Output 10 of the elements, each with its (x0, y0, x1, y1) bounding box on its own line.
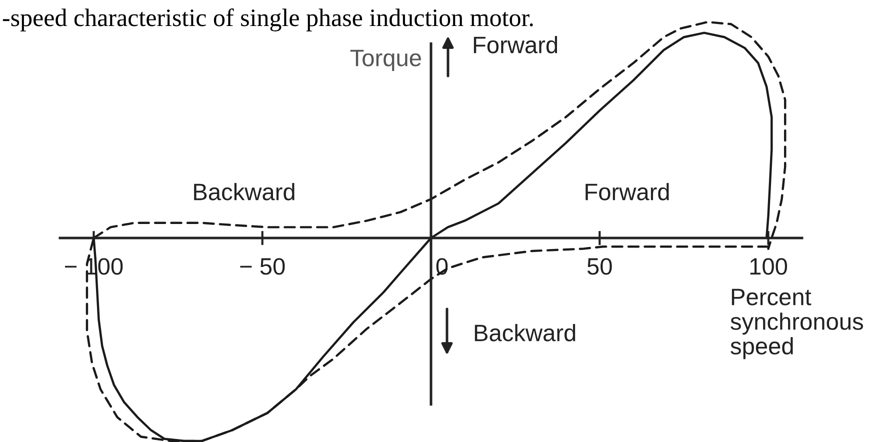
x-tick-label: 50 (587, 258, 612, 275)
annotation: Backward (194, 182, 294, 200)
y-axis-title: Torque (350, 50, 421, 72)
annotation: Forward (586, 182, 669, 200)
annotation: Forward (474, 36, 558, 54)
x-tick-label: − 50 (240, 258, 285, 275)
x-axis-title: Percent synchronous speed (730, 288, 864, 360)
x-tick-label: 100 (750, 258, 788, 275)
annotation: Backward (474, 324, 576, 342)
chart-title: -speed characteristic of single phase induction motor. (2, 8, 533, 32)
